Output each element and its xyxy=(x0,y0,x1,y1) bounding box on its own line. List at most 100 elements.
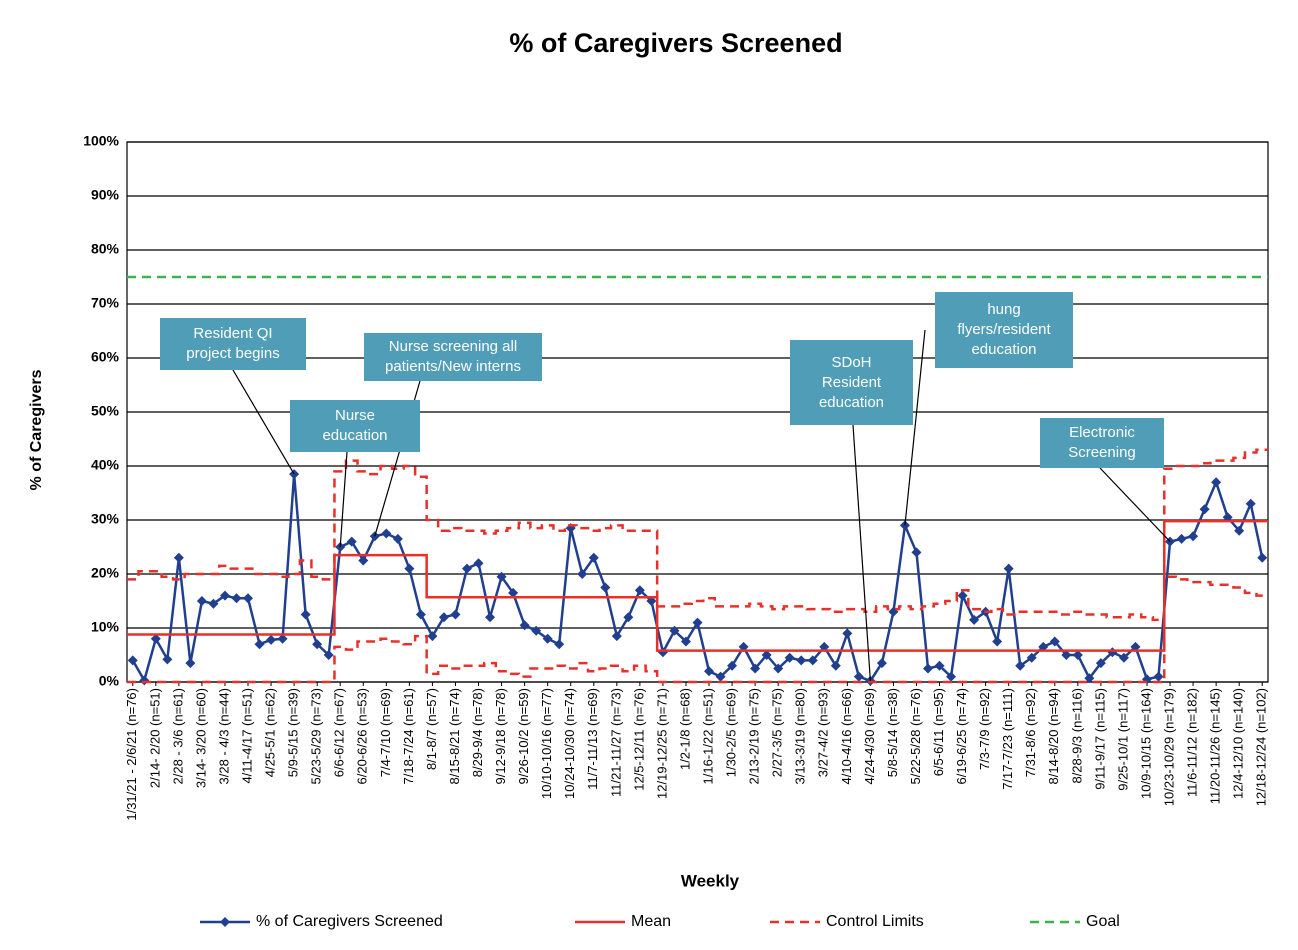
x-tick-label: 4/24-4/30 (n=69) xyxy=(862,688,877,784)
data-point xyxy=(853,671,864,682)
data-point xyxy=(219,590,230,601)
x-tick-label: 8/15-8/21 (n=74) xyxy=(447,688,462,784)
legend-label: Control Limits xyxy=(826,913,924,930)
data-point xyxy=(266,634,277,645)
step-line xyxy=(127,448,1268,622)
x-tick-label: 5/23-5/29 (n=73) xyxy=(309,688,324,784)
data-point xyxy=(1211,477,1222,488)
data-point xyxy=(1153,671,1164,682)
data-point xyxy=(162,654,173,665)
x-tick-label: 10/23-10/29 (n=179) xyxy=(1161,688,1176,806)
legend-label: Goal xyxy=(1086,913,1120,930)
x-tick-label: 12/5-12/11 (n=76) xyxy=(631,688,646,791)
data-point xyxy=(231,593,242,604)
data-point xyxy=(773,663,784,674)
legend-label: Mean xyxy=(631,913,671,930)
data-point xyxy=(1049,636,1060,647)
x-tick-label: 12/18-12/24 (n=102) xyxy=(1254,688,1269,806)
y-tick-label: 100% xyxy=(83,133,119,149)
x-tick-label: 4/25-5/1 (n=62) xyxy=(263,688,278,777)
annotation-box: Nurse screening all patients/New interns xyxy=(364,333,542,381)
x-tick-label: 9/12-9/18 (n=78) xyxy=(493,688,508,784)
data-point xyxy=(819,641,830,652)
data-point xyxy=(554,639,565,650)
x-tick-label: 9/25-10/1 (n=117) xyxy=(1115,688,1130,791)
data-point xyxy=(623,612,634,623)
data-point xyxy=(957,590,968,601)
data-point xyxy=(277,633,288,644)
y-tick-label: 10% xyxy=(91,619,120,635)
x-tick-label: 7/17-7/23 (n=111) xyxy=(1000,688,1015,790)
x-tick-label: 4/11-4/17 (n=51) xyxy=(239,688,254,784)
data-point xyxy=(992,636,1003,647)
annotation-box: Resident QI project begins xyxy=(160,318,306,370)
y-tick-label: 80% xyxy=(91,241,120,257)
x-tick-label: 8/14-8/20 (n=94) xyxy=(1046,688,1061,784)
data-point xyxy=(461,563,472,574)
y-tick-label: 90% xyxy=(91,187,120,203)
data-point xyxy=(346,536,357,547)
data-point xyxy=(1130,641,1141,652)
data-point xyxy=(196,596,207,606)
data-point xyxy=(1026,652,1037,663)
data-point xyxy=(1095,658,1106,669)
data-point xyxy=(842,628,853,639)
x-tick-label: 10/24-10/30 (n=74) xyxy=(562,688,577,799)
x-tick-label: 7/18-7/24 (n=61) xyxy=(401,688,416,784)
data-point xyxy=(404,563,415,574)
data-point xyxy=(450,609,461,620)
x-tick-label: 6/20-6/26 (n=53) xyxy=(355,688,370,784)
x-tick-label: 3/14- 3/20 (n=60) xyxy=(193,688,208,788)
data-point xyxy=(185,658,196,669)
annotation-box: Electronic Screening xyxy=(1040,418,1164,468)
y-tick-label: 60% xyxy=(91,349,120,365)
x-tick-label: 11/20-11/26 (n=145) xyxy=(1208,688,1223,804)
data-point xyxy=(680,636,691,647)
y-tick-label: 0% xyxy=(99,673,120,689)
data-point xyxy=(1072,650,1083,660)
data-point xyxy=(934,660,945,671)
data-point xyxy=(1176,533,1187,544)
data-point xyxy=(704,666,715,677)
data-point xyxy=(300,609,311,620)
data-point xyxy=(415,609,426,620)
data-point xyxy=(1199,504,1210,515)
x-tick-label: 3/13-3/19 (n=80) xyxy=(793,688,808,784)
data-point xyxy=(243,593,254,604)
data-point xyxy=(427,631,438,642)
data-point xyxy=(715,671,726,682)
y-tick-label: 50% xyxy=(91,403,120,419)
x-tick-label: 5/9-5/15 (n=39) xyxy=(286,688,301,777)
data-point xyxy=(150,633,161,644)
x-tick-label: 2/14- 2/20 (n=51) xyxy=(147,688,162,788)
data-point xyxy=(1038,641,1049,652)
data-point xyxy=(577,569,588,579)
x-tick-label: 11/21-11/27 (n=73) xyxy=(608,688,623,797)
data-point xyxy=(208,598,219,609)
x-tick-label: 1/30-2/5 (n=69) xyxy=(724,688,739,777)
data-point xyxy=(312,639,323,650)
data-point xyxy=(127,655,138,666)
x-tick-label: 10/9-10/15 (n=164) xyxy=(1138,688,1153,799)
annotation-box: SDoH Resident education xyxy=(790,340,913,425)
data-point xyxy=(761,650,772,660)
data-point xyxy=(496,571,507,582)
x-tick-label: 12/19-12/25 (n=71) xyxy=(654,688,669,799)
x-tick-label: 5/22-5/28 (n=76) xyxy=(908,688,923,784)
data-point xyxy=(611,631,622,642)
data-point xyxy=(669,625,680,636)
data-point xyxy=(323,650,334,660)
x-tick-label: 9/11-9/17 (n=115) xyxy=(1092,688,1107,790)
x-axis-title: Weekly xyxy=(681,871,740,890)
data-point xyxy=(1222,512,1233,523)
data-point xyxy=(473,558,484,569)
x-tick-label: 3/27-4/2 (n=93) xyxy=(816,688,831,777)
x-tick-label: 9/26-10/2 (n=59) xyxy=(516,688,531,784)
data-point xyxy=(1084,673,1095,684)
y-tick-label: 30% xyxy=(91,511,120,527)
annotation-leader xyxy=(852,424,871,681)
data-point xyxy=(830,660,841,671)
x-tick-label: 3/28 - 4/3 (n=44) xyxy=(216,688,231,784)
